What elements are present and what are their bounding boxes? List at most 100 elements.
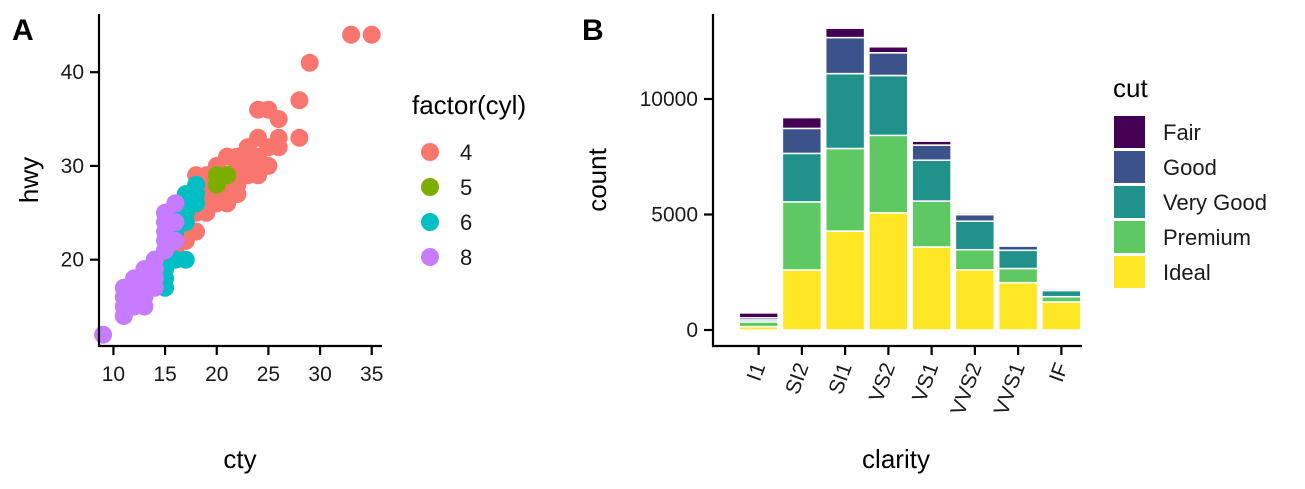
bar-segment <box>868 134 909 214</box>
scatter-point <box>300 53 319 72</box>
bar-segment <box>868 212 909 331</box>
scatter-point <box>187 175 206 194</box>
scatter-point <box>135 297 154 316</box>
bar-legend-label: Ideal <box>1163 260 1211 285</box>
bar-legend-key <box>1114 116 1145 148</box>
bar-x-tick-label: VVS1 <box>990 360 1030 418</box>
scatter-legend-title: factor(cyl) <box>412 90 526 120</box>
bar-legend-key <box>1114 151 1145 183</box>
scatter-point <box>176 250 195 269</box>
scatter-point <box>94 325 113 344</box>
bar-segment <box>954 212 996 216</box>
bar-legend: cut Fair Good Very Good Premium Ideal <box>1113 73 1267 288</box>
scatter-legend-key <box>421 178 439 196</box>
bar-legend-key <box>1114 256 1145 288</box>
panel-tag-b: B <box>582 14 604 47</box>
bar-segment <box>911 246 952 331</box>
bar-segment <box>954 213 996 222</box>
scatter-x-ticks: 10 15 20 25 30 35 <box>102 346 383 386</box>
scatter-points <box>94 25 381 344</box>
bar-y-tick-label: 0 <box>686 319 698 342</box>
scatter-panel: A 10 15 20 25 30 35 20 30 40 cty hwy factor(cyl… <box>12 14 526 474</box>
scatter-legend: factor(cyl) 4 5 6 8 <box>412 90 526 270</box>
bar-x-tick-label: SI1 <box>824 360 856 397</box>
scatter-point <box>249 156 268 175</box>
scatter-point <box>290 128 309 147</box>
bar-segment <box>824 36 866 75</box>
bar-segment <box>738 312 779 319</box>
bar-x-tick-label: IF <box>1045 360 1073 385</box>
scatter-point <box>290 91 309 110</box>
scatter-point <box>218 166 237 185</box>
scatter-legend-label: 5 <box>460 175 472 200</box>
bar-segment <box>954 248 996 271</box>
bar-segment <box>1041 289 1082 298</box>
scatter-x-tick-label: 25 <box>257 363 280 386</box>
scatter-y-tick-label: 40 <box>61 61 84 84</box>
bar-legend-label: Premium <box>1163 225 1251 250</box>
bar-segment <box>868 52 909 77</box>
bar-legend-label: Very Good <box>1163 190 1267 215</box>
scatter-x-tick-label: 15 <box>153 363 176 386</box>
bar-legend-label: Fair <box>1163 120 1201 145</box>
bar-legend-key <box>1114 221 1145 253</box>
bar-panel: B I1 SI2 SI1 VS2 VS1 VVS2 VVS1 IF 0 5000 10000 cl… <box>582 14 1267 474</box>
scatter-legend-key <box>421 248 439 266</box>
scatter-point <box>362 25 381 44</box>
scatter-point <box>228 147 247 166</box>
panel-tag-a: A <box>12 14 34 47</box>
scatter-point <box>166 231 185 250</box>
bar-y-tick-label: 10000 <box>640 88 698 111</box>
scatter-y-axis-title: hwy <box>14 157 44 203</box>
bar-x-tick-label: I1 <box>743 360 771 384</box>
scatter-x-tick-label: 35 <box>360 363 383 386</box>
bar-segment <box>824 72 866 150</box>
bar-segment <box>824 230 866 331</box>
scatter-y-tick-label: 20 <box>61 249 84 272</box>
scatter-x-axis-title: cty <box>223 444 256 474</box>
scatter-x-tick-label: 10 <box>102 363 125 386</box>
bar-segment <box>997 267 1039 284</box>
scatter-point <box>207 194 226 213</box>
bar-segment <box>1041 295 1082 303</box>
scatter-legend-label: 4 <box>460 140 472 165</box>
bar-y-axis-title: count <box>582 147 612 211</box>
scatter-x-tick-label: 20 <box>205 363 228 386</box>
bar-x-ticks: I1 SI2 SI1 VS2 VS1 VVS2 VVS1 IF <box>743 346 1073 418</box>
bar-y-tick-label: 5000 <box>651 204 698 227</box>
bar-segment <box>868 74 909 137</box>
scatter-legend-label: 6 <box>460 210 472 235</box>
bar-x-axis-title: clarity <box>862 444 930 474</box>
scatter-y-ticks: 20 30 40 <box>61 61 99 272</box>
stacked-bars <box>738 27 1082 331</box>
bar-segment <box>781 152 823 203</box>
bar-legend-key <box>1114 186 1145 218</box>
bar-segment <box>911 159 952 202</box>
bar-segment <box>911 140 952 146</box>
bar-x-tick-label: SI2 <box>781 360 813 397</box>
scatter-point <box>269 128 288 147</box>
bar-legend-title: cut <box>1113 73 1148 103</box>
bar-x-tick-label: VS2 <box>865 360 900 405</box>
bar-segment <box>954 220 996 251</box>
scatter-point <box>249 100 268 119</box>
bar-y-ticks: 0 5000 10000 <box>640 88 713 342</box>
bar-segment <box>954 269 996 331</box>
bar-x-tick-label: VS1 <box>908 360 943 405</box>
bar-segment <box>824 147 866 232</box>
scatter-y-tick-label: 30 <box>61 155 84 178</box>
bar-segment <box>997 249 1039 270</box>
bar-segment <box>781 127 823 155</box>
bar-segment <box>781 269 823 331</box>
scatter-legend-items: 4 5 6 8 <box>421 140 472 270</box>
bar-segment <box>868 46 909 54</box>
scatter-legend-key <box>421 213 439 231</box>
bar-segment <box>911 200 952 248</box>
bar-segment <box>997 281 1039 331</box>
scatter-point <box>342 25 361 44</box>
bar-segment <box>911 144 952 161</box>
bar-legend-items: Fair Good Very Good Premium Ideal <box>1114 116 1267 288</box>
scatter-legend-label: 8 <box>460 245 472 270</box>
bar-segment <box>1041 301 1082 331</box>
